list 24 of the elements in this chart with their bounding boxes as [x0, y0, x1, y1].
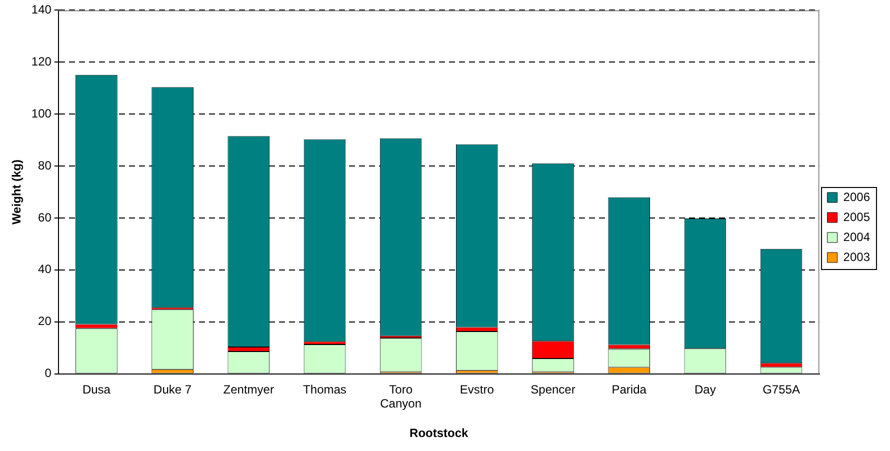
- y-tick-label: 120: [31, 54, 52, 68]
- y-tick-label: 140: [31, 2, 52, 17]
- x-tick-label: Thomas: [303, 382, 346, 396]
- x-tick-label: G755A: [762, 382, 800, 396]
- y-tick-label: 60: [38, 210, 52, 224]
- y-axis-title: Weight (kg): [10, 159, 24, 225]
- x-axis-title: Rootstock: [410, 426, 469, 440]
- y-tick-label: 0: [44, 366, 52, 380]
- x-tick-label: Dusa: [82, 382, 111, 396]
- legend-label: 2005: [843, 210, 870, 224]
- x-tick-label: Duke 7: [154, 382, 192, 396]
- y-tick-label: 80: [38, 158, 52, 172]
- x-tick-label: Day: [694, 382, 716, 396]
- x-tick-label: Toro Canyon: [380, 382, 422, 411]
- y-tick-label: 20: [38, 314, 52, 328]
- x-tick-label: Parida: [612, 382, 647, 396]
- legend-label: 2004: [843, 230, 870, 244]
- legend-label: 2006: [843, 190, 870, 204]
- x-tick-label: Zentmyer: [223, 382, 274, 396]
- legend-label: 2003: [843, 250, 870, 264]
- y-tick-label: 40: [38, 262, 52, 276]
- x-tick-label: Spencer: [530, 382, 576, 396]
- y-tick-label: 100: [31, 106, 52, 120]
- x-tick-label: Evstro: [460, 382, 494, 396]
